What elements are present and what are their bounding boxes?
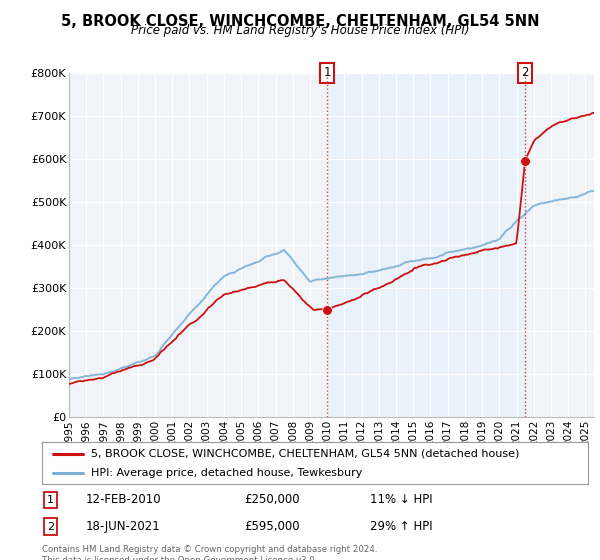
Bar bbox=[327, 73, 525, 417]
Text: 29% ↑ HPI: 29% ↑ HPI bbox=[370, 520, 432, 533]
Text: 2: 2 bbox=[47, 521, 54, 531]
Text: 11% ↓ HPI: 11% ↓ HPI bbox=[370, 493, 432, 506]
Text: 5, BROOK CLOSE, WINCHCOMBE, CHELTENHAM, GL54 5NN (detached house): 5, BROOK CLOSE, WINCHCOMBE, CHELTENHAM, … bbox=[91, 449, 520, 459]
Text: 12-FEB-2010: 12-FEB-2010 bbox=[86, 493, 161, 506]
Text: 1: 1 bbox=[47, 495, 53, 505]
Text: Contains HM Land Registry data © Crown copyright and database right 2024.
This d: Contains HM Land Registry data © Crown c… bbox=[42, 545, 377, 560]
Text: £595,000: £595,000 bbox=[244, 520, 299, 533]
Text: HPI: Average price, detached house, Tewkesbury: HPI: Average price, detached house, Tewk… bbox=[91, 468, 362, 478]
Text: Price paid vs. HM Land Registry's House Price Index (HPI): Price paid vs. HM Land Registry's House … bbox=[131, 24, 469, 37]
Text: 5, BROOK CLOSE, WINCHCOMBE, CHELTENHAM, GL54 5NN: 5, BROOK CLOSE, WINCHCOMBE, CHELTENHAM, … bbox=[61, 14, 539, 29]
Text: 1: 1 bbox=[323, 66, 331, 80]
Text: £250,000: £250,000 bbox=[244, 493, 299, 506]
Text: 2: 2 bbox=[521, 66, 529, 80]
Text: 18-JUN-2021: 18-JUN-2021 bbox=[86, 520, 160, 533]
